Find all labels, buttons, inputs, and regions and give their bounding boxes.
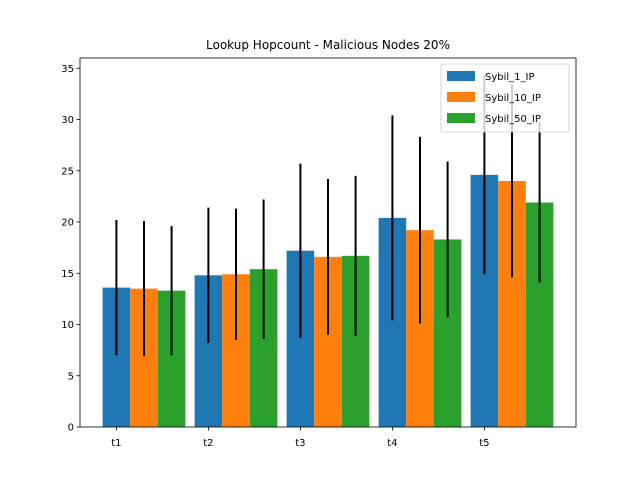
x-tick-label: t2 <box>203 438 213 449</box>
y-tick-label: 5 <box>68 371 74 382</box>
axes-layer: 0 5 10 15 20 25 30 35 t1 t2 t3 t4 t5 <box>61 57 577 449</box>
y-tick-label: 20 <box>61 218 74 229</box>
legend-swatch-sybil_10_ip <box>447 92 475 102</box>
chart-title: Lookup Hopcount - Malicious Nodes 20% <box>206 38 450 52</box>
legend-label-sybil_50_ip: Sybil_50_IP <box>485 114 541 125</box>
bars-layer <box>102 174 554 427</box>
legend-swatch-sybil_1_ip <box>447 71 475 81</box>
y-tick-label: 30 <box>61 115 74 126</box>
x-tick-label: t4 <box>387 438 397 449</box>
error-bars-layer <box>115 75 541 357</box>
y-tick-label: 10 <box>61 320 74 331</box>
x-tick-label: t3 <box>295 438 305 449</box>
legend: Sybil_1_IP Sybil_10_IP Sybil_50_IP <box>440 63 570 133</box>
y-tick-label: 35 <box>61 64 74 75</box>
x-tick-label: t1 <box>111 438 121 449</box>
y-tick-label: 25 <box>61 166 74 177</box>
legend-swatch-sybil_50_ip <box>447 113 475 123</box>
plot-frame <box>79 57 577 428</box>
legend-label-sybil_1_ip: Sybil_1_IP <box>485 72 535 83</box>
y-tick-label: 0 <box>68 423 74 434</box>
y-tick-label: 15 <box>61 269 74 280</box>
legend-label-sybil_10_ip: Sybil_10_IP <box>485 93 541 104</box>
x-tick-label: t5 <box>479 438 489 449</box>
